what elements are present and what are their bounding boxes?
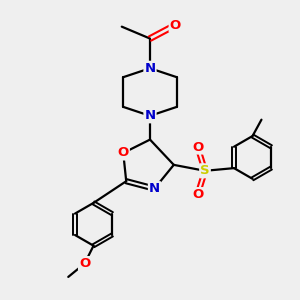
Text: N: N bbox=[149, 182, 160, 195]
Text: S: S bbox=[200, 164, 210, 177]
Text: O: O bbox=[79, 257, 90, 270]
Text: N: N bbox=[144, 109, 156, 122]
Text: O: O bbox=[192, 188, 203, 201]
Text: O: O bbox=[192, 140, 203, 154]
Text: O: O bbox=[118, 146, 129, 160]
Text: N: N bbox=[144, 62, 156, 75]
Text: O: O bbox=[169, 19, 181, 32]
